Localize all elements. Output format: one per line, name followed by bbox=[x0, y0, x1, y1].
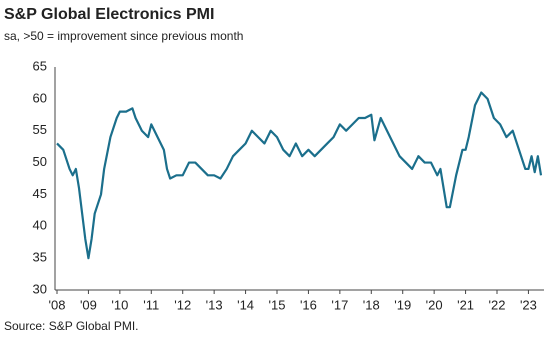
x-tick-label: '12 bbox=[174, 297, 191, 312]
source-note: Source: S&P Global PMI. bbox=[4, 319, 139, 333]
chart-title: S&P Global Electronics PMI bbox=[4, 6, 214, 23]
x-tick-label: '19 bbox=[394, 297, 411, 312]
x-tick-label: '11 bbox=[143, 297, 159, 312]
x-tick-label: '13 bbox=[206, 297, 223, 312]
chart-subtitle: sa, >50 = improvement since previous mon… bbox=[4, 29, 243, 43]
x-tick-label: '10 bbox=[111, 297, 128, 312]
x-tick-label: '15 bbox=[269, 297, 286, 312]
y-tick-label: 60 bbox=[33, 90, 47, 105]
y-tick-label: 30 bbox=[33, 281, 47, 296]
y-tick-label: 35 bbox=[33, 250, 47, 265]
x-tick-label: '21 bbox=[457, 297, 474, 312]
y-tick-label: 50 bbox=[33, 154, 47, 169]
x-tick-label: '18 bbox=[363, 297, 380, 312]
data-line bbox=[56, 91, 543, 260]
x-tick-label: '23 bbox=[520, 297, 537, 312]
x-tick-label: '17 bbox=[331, 297, 348, 312]
y-tick-label: 55 bbox=[33, 122, 47, 137]
x-tick-label: '14 bbox=[237, 297, 254, 312]
y-tick-label: 40 bbox=[33, 218, 47, 233]
y-tick-label: 65 bbox=[33, 58, 47, 73]
y-tick-label: 45 bbox=[33, 186, 47, 201]
x-tick-label: '08 bbox=[49, 297, 66, 312]
x-tick-label: '22 bbox=[489, 297, 506, 312]
x-tick-label: '16 bbox=[300, 297, 317, 312]
x-tick-label: '20 bbox=[426, 297, 443, 312]
x-tick-label: '09 bbox=[80, 297, 97, 312]
